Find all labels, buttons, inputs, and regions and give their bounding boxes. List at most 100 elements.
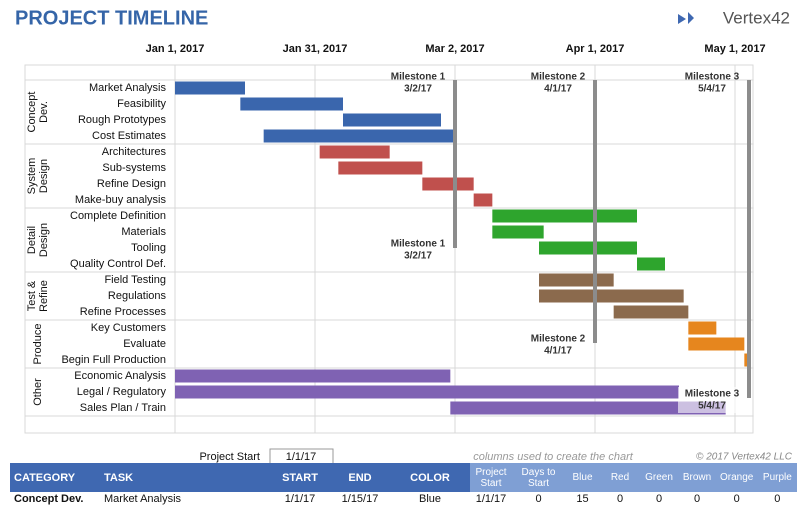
group-label: Test & Refine: [26, 280, 50, 312]
milestone-date: 4/1/17: [544, 84, 572, 95]
bar: [175, 369, 451, 383]
task-label: Field Testing: [104, 274, 166, 286]
table-cell: 15: [576, 493, 589, 505]
column-header: Project Start: [470, 463, 512, 492]
x-tick-label: Mar 2, 2017: [425, 43, 484, 55]
logo-icon: [678, 12, 694, 24]
bar: [422, 177, 474, 191]
bar: [338, 161, 423, 175]
task-label: Cost Estimates: [92, 130, 166, 142]
task-label: Refine Design: [97, 178, 166, 190]
column-header: START: [270, 463, 330, 492]
copyright: © 2017 Vertex42 LLC: [696, 452, 793, 463]
bar: [688, 337, 745, 351]
bar: [343, 113, 441, 127]
milestone-date: 3/2/17: [404, 251, 432, 262]
bar: [539, 273, 614, 287]
table-cell: Blue: [418, 493, 442, 505]
data-table: CATEGORY TASK START END COLOR Project Start Da…: [10, 463, 798, 506]
task-label: Market Analysis: [89, 82, 167, 94]
column-header: COLOR: [390, 463, 470, 492]
x-tick-label: Jan 31, 2017: [283, 43, 348, 55]
column-header: END: [330, 463, 390, 492]
x-tick-label: Jan 1, 2017: [146, 43, 205, 55]
milestone-label: Milestone 2: [531, 334, 586, 345]
bar: [263, 129, 455, 143]
table-cell: 0: [535, 493, 542, 505]
milestone-date: 5/4/17: [698, 84, 726, 95]
column-header: Blue: [565, 463, 600, 492]
task-label: Key Customers: [91, 322, 167, 334]
group-label: Produce: [32, 323, 44, 365]
group-label: Other: [32, 378, 44, 406]
x-tick-label: May 1, 2017: [704, 43, 765, 55]
task-label: Evaluate: [123, 338, 166, 350]
bar: [240, 97, 343, 111]
table-cell: 0: [774, 493, 781, 505]
bar: [539, 289, 684, 303]
task-label: Begin Full Production: [61, 354, 166, 366]
task-label: Sub-systems: [102, 162, 166, 174]
milestone-label: Milestone 1: [391, 239, 446, 250]
table-cell: Concept Dev.: [14, 493, 84, 505]
task-label: Rough Prototypes: [78, 114, 167, 126]
task-label: Economic Analysis: [74, 370, 166, 382]
project-start-label: Project Start: [199, 451, 260, 463]
column-header: Red: [600, 463, 640, 492]
column-header: Green: [640, 463, 678, 492]
group-label: Detail Design: [26, 222, 50, 258]
column-header: TASK: [100, 463, 270, 492]
group-label: Concept Dev.: [26, 91, 50, 133]
plot-frame: [24, 64, 754, 434]
table-cell: 0: [733, 493, 740, 505]
note: columns used to create the chart: [473, 451, 634, 463]
column-header: Purple: [757, 463, 798, 492]
bar: [450, 401, 726, 415]
bar: [473, 193, 493, 207]
task-label: Quality Control Def.: [70, 258, 166, 270]
milestone-date: 4/1/17: [544, 346, 572, 357]
group-label: System Design: [26, 157, 50, 195]
milestone-date: 5/4/17: [698, 401, 726, 412]
table-cell: 0: [655, 493, 663, 505]
table-cell: 1/15/17: [341, 493, 379, 505]
bar: [637, 257, 665, 271]
task-label: Refine Processes: [80, 306, 167, 318]
milestone-label: Milestone 1: [391, 72, 446, 83]
milestone-date: 3/2/17: [404, 84, 432, 95]
bar: [539, 241, 637, 255]
column-header: Days to Start: [512, 463, 565, 492]
bar: [175, 81, 245, 95]
task-label: Legal / Regulatory: [77, 386, 167, 398]
column-header: Orange: [716, 463, 758, 492]
task-label: Make-buy analysis: [75, 194, 167, 206]
logo-text: Vertex42: [723, 8, 790, 27]
label-bg: [678, 387, 746, 413]
task-label: Materials: [121, 226, 166, 238]
logo: Vertex42: [678, 8, 790, 27]
table-row: Concept Dev. Market Analysis 1/1/17 1/15/17…: [10, 492, 797, 506]
table-cell: 0: [693, 493, 701, 505]
table-cell: Market Analysis: [104, 493, 182, 505]
bar: [319, 145, 390, 159]
bar: [613, 305, 689, 319]
milestone-label: Milestone 2: [531, 72, 586, 83]
table-cell: 1/1/17: [475, 493, 507, 505]
chart: PROJECT TIMELINE Vertex42 Jan 1, 2017 Jan…: [15, 7, 793, 465]
task-label: Sales Plan / Train: [80, 402, 166, 414]
table-cell: 0: [616, 493, 624, 505]
bar: [744, 353, 749, 367]
milestone-label: Milestone 3: [685, 389, 740, 400]
project-start-value: 1/1/17: [286, 451, 317, 463]
bar: [688, 321, 717, 335]
task-label: Complete Definition: [70, 210, 166, 222]
bar: [492, 225, 544, 239]
milestone-label: Milestone 3: [685, 72, 740, 83]
task-label: Architectures: [102, 146, 167, 158]
task-label: Feasibility: [117, 98, 166, 110]
task-label: Regulations: [108, 290, 167, 302]
table-header: CATEGORY TASK START END COLOR Project Start Da…: [10, 463, 798, 492]
chart-title: PROJECT TIMELINE: [15, 7, 208, 29]
column-header: CATEGORY: [10, 463, 100, 492]
